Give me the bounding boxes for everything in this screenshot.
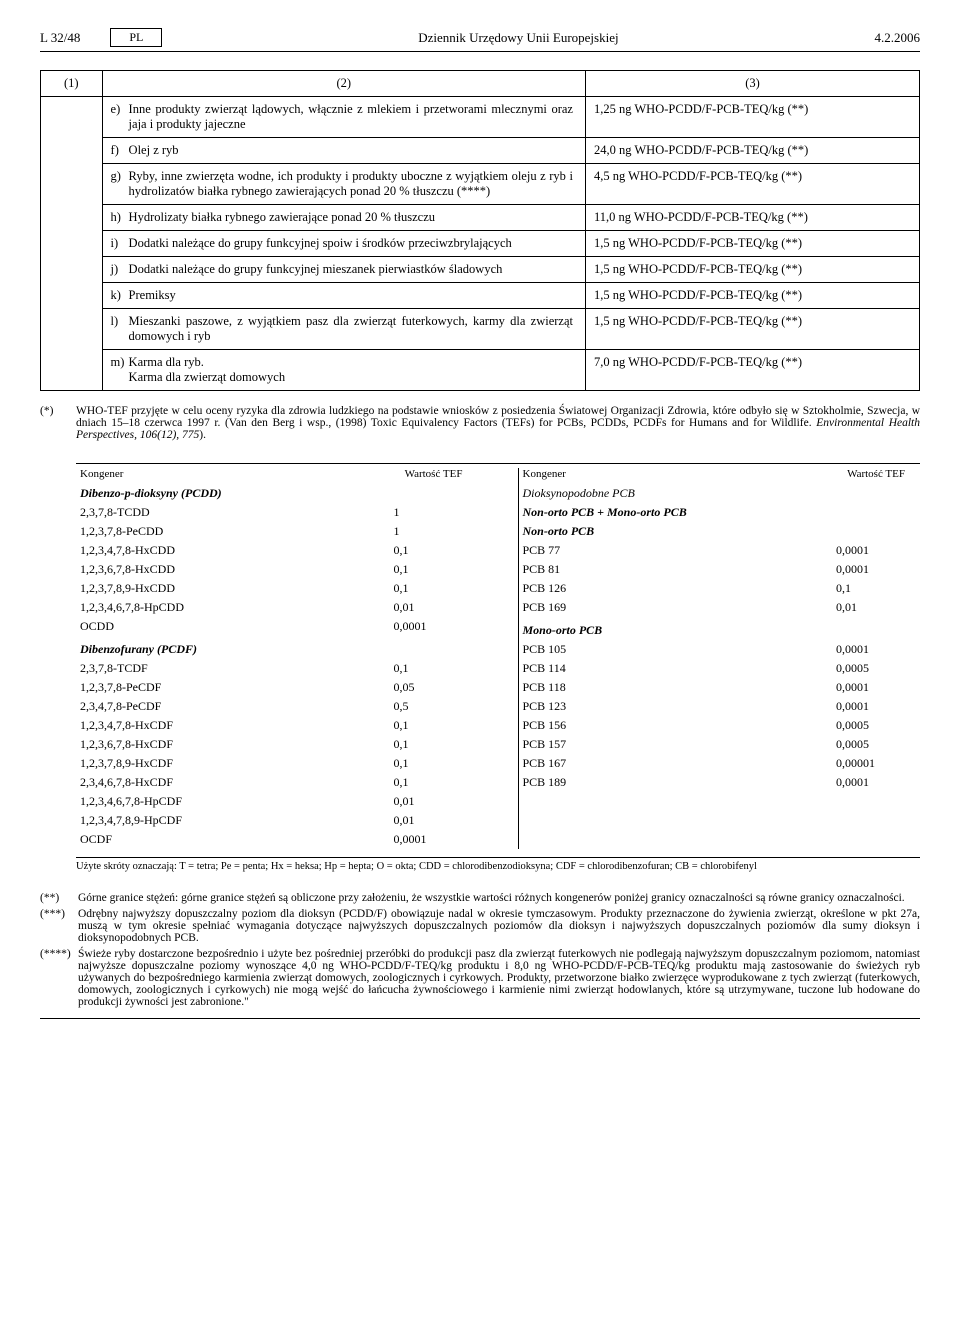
table-row: h)Hydrolizaty białka rybnego zawierające… — [41, 205, 920, 231]
abbreviations-note: Użyte skróty oznaczają: T = tetra; Pe = … — [76, 857, 920, 872]
col-header-3: (3) — [585, 71, 919, 97]
tef-left-head-val: Wartość TEF — [394, 468, 474, 480]
tef-row: PCB 1230,0001 — [519, 697, 921, 716]
endnote-row: (***)Odrębny najwyższy dopuszczalny pozi… — [40, 908, 920, 944]
col-header-1: (1) — [41, 71, 103, 97]
page-header: L 32/48 PL Dziennik Urzędowy Unii Europe… — [40, 28, 920, 47]
tef-row: 2,3,4,6,7,8-HxCDF0,1 — [76, 773, 478, 792]
tef-row: PCB 1180,0001 — [519, 678, 921, 697]
bottom-rule — [40, 1018, 920, 1019]
tef-row: PCB 770,0001 — [519, 541, 921, 560]
tef-row: Non-orto PCB — [519, 522, 921, 541]
tef-top-rule — [76, 463, 920, 464]
tef-row: PCB 810,0001 — [519, 560, 921, 579]
tef-row: 1,2,3,4,7,8,9-HpCDF0,01 — [76, 811, 478, 830]
tef-row: 1,2,3,6,7,8-HxCDF0,1 — [76, 735, 478, 754]
tef-row: 2,3,4,7,8-PeCDF0,5 — [76, 697, 478, 716]
tef-row: Dibenzo-p-dioksyny (PCDD) — [76, 484, 478, 503]
header-date: 4.2.2006 — [875, 30, 921, 46]
tef-row: 1,2,3,4,7,8-HxCDD0,1 — [76, 541, 478, 560]
tef-row: 1,2,3,7,8,9-HxCDD0,1 — [76, 579, 478, 598]
tef-row: Dibenzofurany (PCDF) — [76, 640, 478, 659]
tef-left-col: Kongener Wartość TEF Dibenzo-p-dioksyny … — [76, 468, 478, 849]
endnotes: (**)Górne granice stężeń: górne granice … — [40, 892, 920, 1008]
col-header-2: (2) — [102, 71, 585, 97]
main-table: (1) (2) (3) e)Inne produkty zwierząt ląd… — [40, 70, 920, 391]
tef-row: Dioksynopodobne PCB — [519, 484, 921, 503]
tef-row: 1,2,3,7,8-PeCDD1 — [76, 522, 478, 541]
tef-row: 1,2,3,6,7,8-HxCDD0,1 — [76, 560, 478, 579]
table-row: k)Premiksy1,5 ng WHO-PCDD/F-PCB-TEQ/kg (… — [41, 283, 920, 309]
footnote-mark: (*) — [40, 405, 76, 441]
footnote-star: (*) WHO-TEF przyjęte w celu oceny ryzyka… — [40, 405, 920, 441]
tef-right-col: Kongener Wartość TEF Dioksynopodobne PCB… — [518, 468, 921, 849]
tef-row: PCB 1570,0005 — [519, 735, 921, 754]
table-row: e)Inne produkty zwierząt lądowych, włącz… — [41, 97, 920, 138]
tef-row: 2,3,7,8-TCDD1 — [76, 503, 478, 522]
endnote-row: (****)Świeże ryby dostarczone bezpośredn… — [40, 948, 920, 1008]
tef-row: PCB 1140,0005 — [519, 659, 921, 678]
tef-row: OCDD0,0001 — [76, 617, 478, 636]
table-row: f)Olej z ryb24,0 ng WHO-PCDD/F-PCB-TEQ/k… — [41, 138, 920, 164]
tef-row: PCB 1560,0005 — [519, 716, 921, 735]
tef-left-head-name: Kongener — [80, 468, 394, 480]
tef-row: 1,2,3,4,6,7,8-HpCDF0,01 — [76, 792, 478, 811]
table-row: l)Mieszanki paszowe, z wyjątkiem pasz dl… — [41, 309, 920, 350]
tef-row: Mono-orto PCB — [519, 621, 921, 640]
tef-row: 2,3,7,8-TCDF0,1 — [76, 659, 478, 678]
tef-row: Non-orto PCB + Mono-orto PCB — [519, 503, 921, 522]
header-lang-badge: PL — [110, 28, 162, 47]
table-row: i)Dodatki należące do grupy funkcyjnej s… — [41, 231, 920, 257]
tef-row: PCB 1890,0001 — [519, 773, 921, 792]
tef-row: 1,2,3,4,7,8-HxCDF0,1 — [76, 716, 478, 735]
table-row: m)Karma dla ryb.Karma dla zwierząt domow… — [41, 350, 920, 391]
tef-row: 1,2,3,4,6,7,8-HpCDD0,01 — [76, 598, 478, 617]
tef-row: PCB 1690,01 — [519, 598, 921, 617]
tef-row: PCB 1260,1 — [519, 579, 921, 598]
footnote-text: WHO-TEF przyjęte w celu oceny ryzyka dla… — [76, 405, 920, 441]
table-row: j)Dodatki należące do grupy funkcyjnej m… — [41, 257, 920, 283]
tef-right-head-name: Kongener — [523, 468, 837, 480]
tef-row: PCB 1050,0001 — [519, 640, 921, 659]
tef-row: OCDF0,0001 — [76, 830, 478, 849]
tef-row: 1,2,3,7,8,9-HxCDF0,1 — [76, 754, 478, 773]
tef-row: PCB 1670,00001 — [519, 754, 921, 773]
header-center: Dziennik Urzędowy Unii Europejskiej — [162, 30, 874, 46]
table-row: g)Ryby, inne zwierzęta wodne, ich produk… — [41, 164, 920, 205]
tef-row: 1,2,3,7,8-PeCDF0,05 — [76, 678, 478, 697]
tef-table: Kongener Wartość TEF Dibenzo-p-dioksyny … — [76, 468, 920, 849]
tef-right-head-val: Wartość TEF — [836, 468, 916, 480]
header-left: L 32/48 — [40, 30, 80, 46]
header-rule — [40, 51, 920, 52]
endnote-row: (**)Górne granice stężeń: górne granice … — [40, 892, 920, 904]
